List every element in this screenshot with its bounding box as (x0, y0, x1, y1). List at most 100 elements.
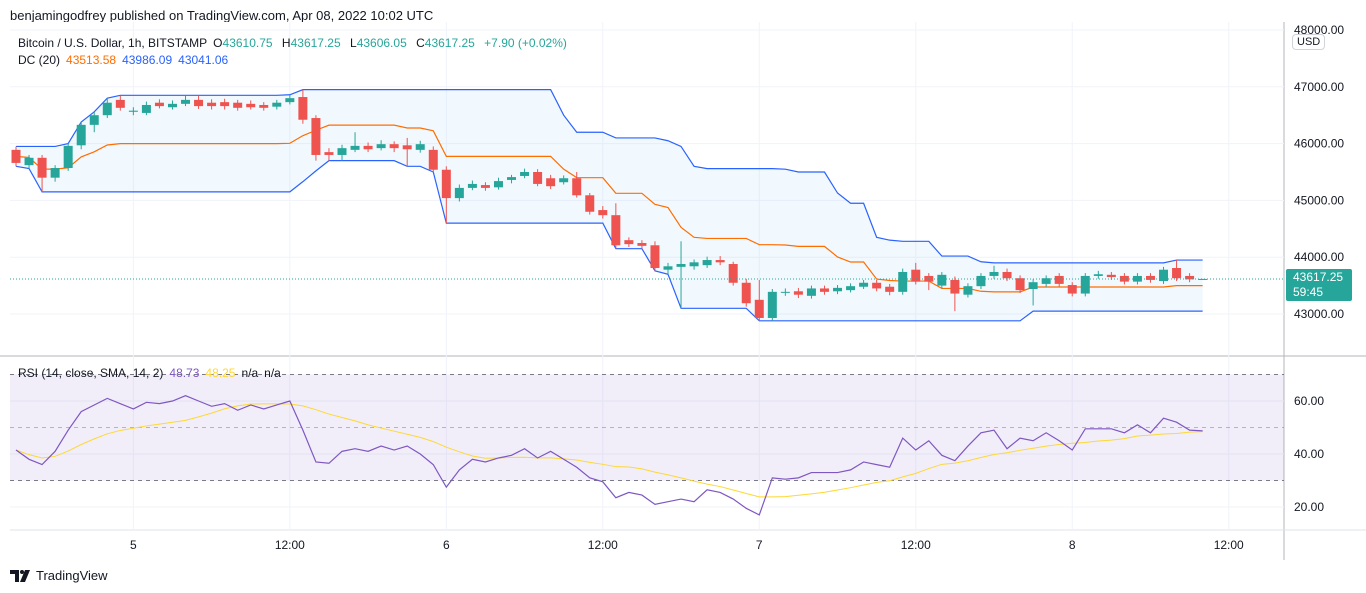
candle-up (50, 168, 60, 178)
dc-legend[interactable]: DC (20) 43513.58 43986.09 43041.06 (18, 53, 234, 67)
candle-up (24, 157, 34, 166)
candle-up (689, 262, 699, 267)
candle-down (728, 264, 738, 283)
time-tick-label: 12:00 (588, 538, 618, 552)
candle-down (402, 145, 412, 150)
candle-up (1198, 278, 1208, 280)
rsi-band-background (10, 374, 1284, 481)
candle-down (637, 243, 647, 246)
dc-upper-line (16, 89, 1203, 264)
dc-basis-line (15, 124, 1203, 293)
candle-up (702, 260, 712, 266)
candle-down (37, 157, 47, 178)
candle-down (572, 178, 582, 196)
tradingview-logo[interactable]: TradingView (10, 568, 108, 583)
candle-down (115, 99, 125, 108)
time-tick-label: 7 (756, 538, 763, 552)
candle-down (793, 291, 803, 295)
dc-lower-line (15, 160, 1203, 322)
candle-down (207, 102, 217, 107)
candle-down (650, 245, 660, 268)
close-value: 43617.25 (424, 36, 475, 50)
price-tick-label: 47000.00 (1294, 80, 1344, 94)
candle-up (272, 102, 282, 107)
dc-name: DC (20) (18, 53, 61, 67)
candle-down (819, 288, 829, 292)
candle-up (1159, 269, 1169, 282)
price-tick-label: 45000.00 (1294, 193, 1344, 207)
candle-down (885, 286, 895, 292)
candle-down (872, 282, 882, 289)
candle-up (1041, 278, 1051, 284)
close-label: C43617.25 (416, 36, 475, 50)
candle-down (741, 282, 751, 304)
candle-down (220, 102, 230, 107)
price-tick-label: 48000.00 (1294, 23, 1344, 37)
published-caption: benjamingodfrey published on TradingView… (10, 8, 434, 23)
candle-up (493, 181, 503, 188)
candle-down (715, 260, 725, 263)
rsi-legend[interactable]: RSI (14, close, SMA, 14, 2) 48.73 48.25 n/a… (18, 366, 287, 380)
candle-up (63, 145, 73, 169)
candle-up (898, 271, 908, 292)
open-label-text: O (213, 36, 223, 50)
time-tick-label: 5 (130, 538, 137, 552)
candle-up (350, 145, 360, 150)
candle-down (428, 149, 438, 170)
open-label: O43610.75 (213, 36, 272, 50)
symbol-legend: Bitcoin / U.S. Dollar, 1h, BITSTAMP O4361… (18, 36, 573, 50)
candle-down (1106, 274, 1116, 278)
candle-down (324, 152, 334, 155)
dc-basis-value: 43513.58 (66, 53, 117, 67)
rsi-tick-label: 60.00 (1294, 394, 1324, 408)
candle-up (376, 144, 386, 149)
candle-down (950, 279, 960, 294)
rsi-na-2: n/a (264, 366, 281, 380)
currency-badge[interactable]: USD (1292, 34, 1326, 50)
low-value: 43606.05 (356, 36, 407, 50)
candle-down (363, 145, 373, 150)
time-tick-label: 12:00 (901, 538, 931, 552)
candle-up (963, 286, 973, 295)
candle-up (520, 172, 530, 176)
candle-down (389, 144, 399, 149)
candle-down (911, 269, 921, 282)
candle-up (337, 148, 347, 155)
price-tick-label: 46000.00 (1294, 137, 1344, 151)
candle-down (533, 172, 543, 184)
candle-down (1145, 275, 1155, 280)
rsi-sma-value: 48.25 (205, 366, 236, 380)
candle-up (846, 286, 856, 291)
candle-up (467, 183, 477, 188)
candle-up (1028, 282, 1038, 290)
high-label: H43617.25 (282, 36, 341, 50)
time-tick-label: 12:00 (275, 538, 305, 552)
candle-down (1185, 275, 1195, 280)
candle-up (833, 287, 843, 292)
candle-down (598, 210, 608, 216)
rsi-tick-label: 40.00 (1294, 447, 1324, 461)
price-tick-label: 43000.00 (1294, 307, 1344, 321)
candle-down (11, 149, 21, 163)
candle-up (559, 178, 569, 183)
candle-up (806, 288, 816, 296)
time-tick-label: 12:00 (1214, 538, 1244, 552)
rsi-line (15, 395, 1203, 516)
candle-up (76, 124, 86, 146)
candle-up (285, 98, 295, 103)
candle-down (546, 178, 556, 187)
candle-down (233, 102, 243, 108)
candle-down (480, 185, 490, 188)
tradingview-logo-icon (10, 569, 30, 582)
symbol-title: Bitcoin / U.S. Dollar, 1h, BITSTAMP (18, 36, 208, 50)
change-value: +7.90 (+0.02%) (484, 36, 567, 50)
bar-countdown: 59:45 (1293, 285, 1324, 299)
time-tick-label: 8 (1069, 538, 1076, 552)
candle-down (611, 215, 621, 246)
last-price-label: 43617.25 59:45 (1286, 269, 1352, 301)
candle-down (624, 240, 634, 245)
candle-down (441, 169, 451, 199)
dc-lower-value: 43041.06 (178, 53, 229, 67)
time-tick-label: 6 (443, 538, 450, 552)
